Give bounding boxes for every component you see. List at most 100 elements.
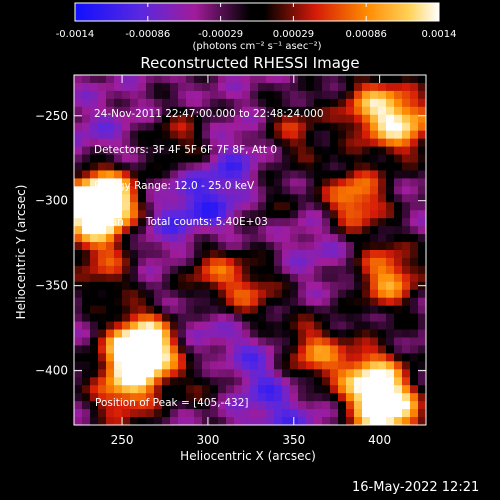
- heatmap-cell: [306, 90, 315, 100]
- heatmap-cell: [322, 122, 331, 132]
- heatmap-cell: [234, 297, 243, 307]
- heatmap-cell: [274, 226, 283, 235]
- heatmap-cell: [274, 337, 283, 347]
- heatmap-cell: [282, 130, 291, 140]
- heatmap-cell: [314, 90, 323, 100]
- heatmap-cell: [282, 218, 291, 227]
- heatmap-cell: [298, 146, 307, 156]
- heatmap-cell: [202, 297, 211, 307]
- heatmap-cell: [194, 353, 203, 362]
- y-axis-ticks: −250−300−350−400: [35, 109, 426, 378]
- heatmap-cell: [322, 170, 331, 179]
- heatmap-cell: [210, 321, 219, 331]
- heatmap-cell: [418, 138, 426, 148]
- heatmap-cell: [322, 234, 331, 243]
- heatmap-cell: [402, 393, 411, 402]
- heatmap-cell: [82, 98, 91, 108]
- heatmap-cell: [418, 273, 426, 283]
- heatmap-cell: [130, 202, 139, 211]
- heatmap-cell: [354, 401, 363, 410]
- heatmap-cell: [170, 313, 179, 323]
- heatmap-cell: [282, 369, 291, 378]
- heatmap-cell: [266, 361, 275, 370]
- heatmap-cell: [178, 122, 187, 132]
- heatmap-cell: [394, 106, 403, 116]
- heatmap-cell: [202, 90, 211, 100]
- heatmap-cell: [378, 234, 387, 243]
- heatmap-cell: [378, 377, 387, 386]
- heatmap-cell: [122, 122, 131, 132]
- heatmap-cell: [106, 90, 115, 100]
- heatmap-cell: [274, 265, 283, 275]
- heatmap-cell: [234, 353, 243, 362]
- heatmap-cell: [282, 417, 291, 425]
- heatmap-cell: [378, 361, 387, 370]
- heatmap-cell: [170, 75, 179, 84]
- heatmap-cell: [338, 361, 347, 370]
- heatmap-cell: [402, 114, 411, 124]
- heatmap-cell: [370, 130, 379, 140]
- heatmap-cell: [234, 345, 243, 354]
- heatmap-cell: [354, 385, 363, 394]
- heatmap-cell: [370, 154, 379, 164]
- heatmap-cell: [74, 202, 83, 211]
- heatmap-cell: [338, 178, 347, 187]
- heatmap-cell: [282, 106, 291, 116]
- heatmap-cell: [282, 162, 291, 172]
- heatmap-cell: [82, 218, 91, 227]
- heatmap-cell: [122, 234, 131, 243]
- heatmap-cell: [282, 82, 291, 92]
- heatmap-cell: [242, 393, 251, 402]
- heatmap-cell: [402, 257, 411, 267]
- heatmap-cell: [226, 146, 235, 156]
- heatmap-cell: [410, 178, 419, 187]
- heatmap-cell: [186, 98, 195, 108]
- heatmap-cell: [194, 202, 203, 211]
- heatmap-cell: [162, 154, 171, 164]
- heatmap-cell: [138, 90, 147, 100]
- heatmap-cell: [218, 417, 227, 425]
- heatmap-cell: [82, 138, 91, 148]
- heatmap-cell: [314, 226, 323, 235]
- heatmap-cell: [402, 226, 411, 235]
- heatmap-cell: [266, 130, 275, 140]
- heatmap-cell: [314, 265, 323, 275]
- heatmap-cell: [370, 90, 379, 100]
- heatmap-cell: [82, 178, 91, 187]
- heatmap-cell: [346, 393, 355, 402]
- heatmap-cell: [362, 82, 371, 92]
- heatmap-cell: [146, 257, 155, 267]
- heatmap-cell: [242, 321, 251, 331]
- heatmap-cell: [162, 329, 171, 339]
- heatmap-cell: [266, 321, 275, 331]
- heatmap-cell: [234, 170, 243, 179]
- heatmap-cell: [250, 297, 259, 307]
- heatmap-cell: [410, 130, 419, 140]
- heatmap-cell: [282, 353, 291, 362]
- heatmap-cell: [378, 90, 387, 100]
- heatmap-cell: [330, 321, 339, 331]
- heatmap-cell: [242, 98, 251, 108]
- heatmap-cell: [130, 297, 139, 307]
- heatmap-cell: [370, 106, 379, 116]
- heatmap-cell: [106, 393, 115, 402]
- heatmap-cell: [202, 369, 211, 378]
- heatmap-cell: [386, 202, 395, 211]
- heatmap-cell: [106, 257, 115, 267]
- heatmap-cell: [322, 257, 331, 267]
- heatmap-cell: [274, 401, 283, 410]
- heatmap-cell: [154, 321, 163, 331]
- heatmap-cell: [322, 202, 331, 211]
- heatmap-cell: [250, 226, 259, 235]
- heatmap-cell: [178, 82, 187, 92]
- heatmap-cell: [122, 178, 131, 187]
- heatmap-cell: [410, 321, 419, 331]
- heatmap-cell: [298, 98, 307, 108]
- heatmap-cell: [90, 82, 99, 92]
- heatmap-cell: [130, 369, 139, 378]
- heatmap-cell: [322, 75, 331, 84]
- heatmap-cell: [90, 297, 99, 307]
- heatmap-cell: [138, 353, 147, 362]
- heatmap-cell: [162, 186, 171, 195]
- heatmap-cell: [114, 170, 123, 179]
